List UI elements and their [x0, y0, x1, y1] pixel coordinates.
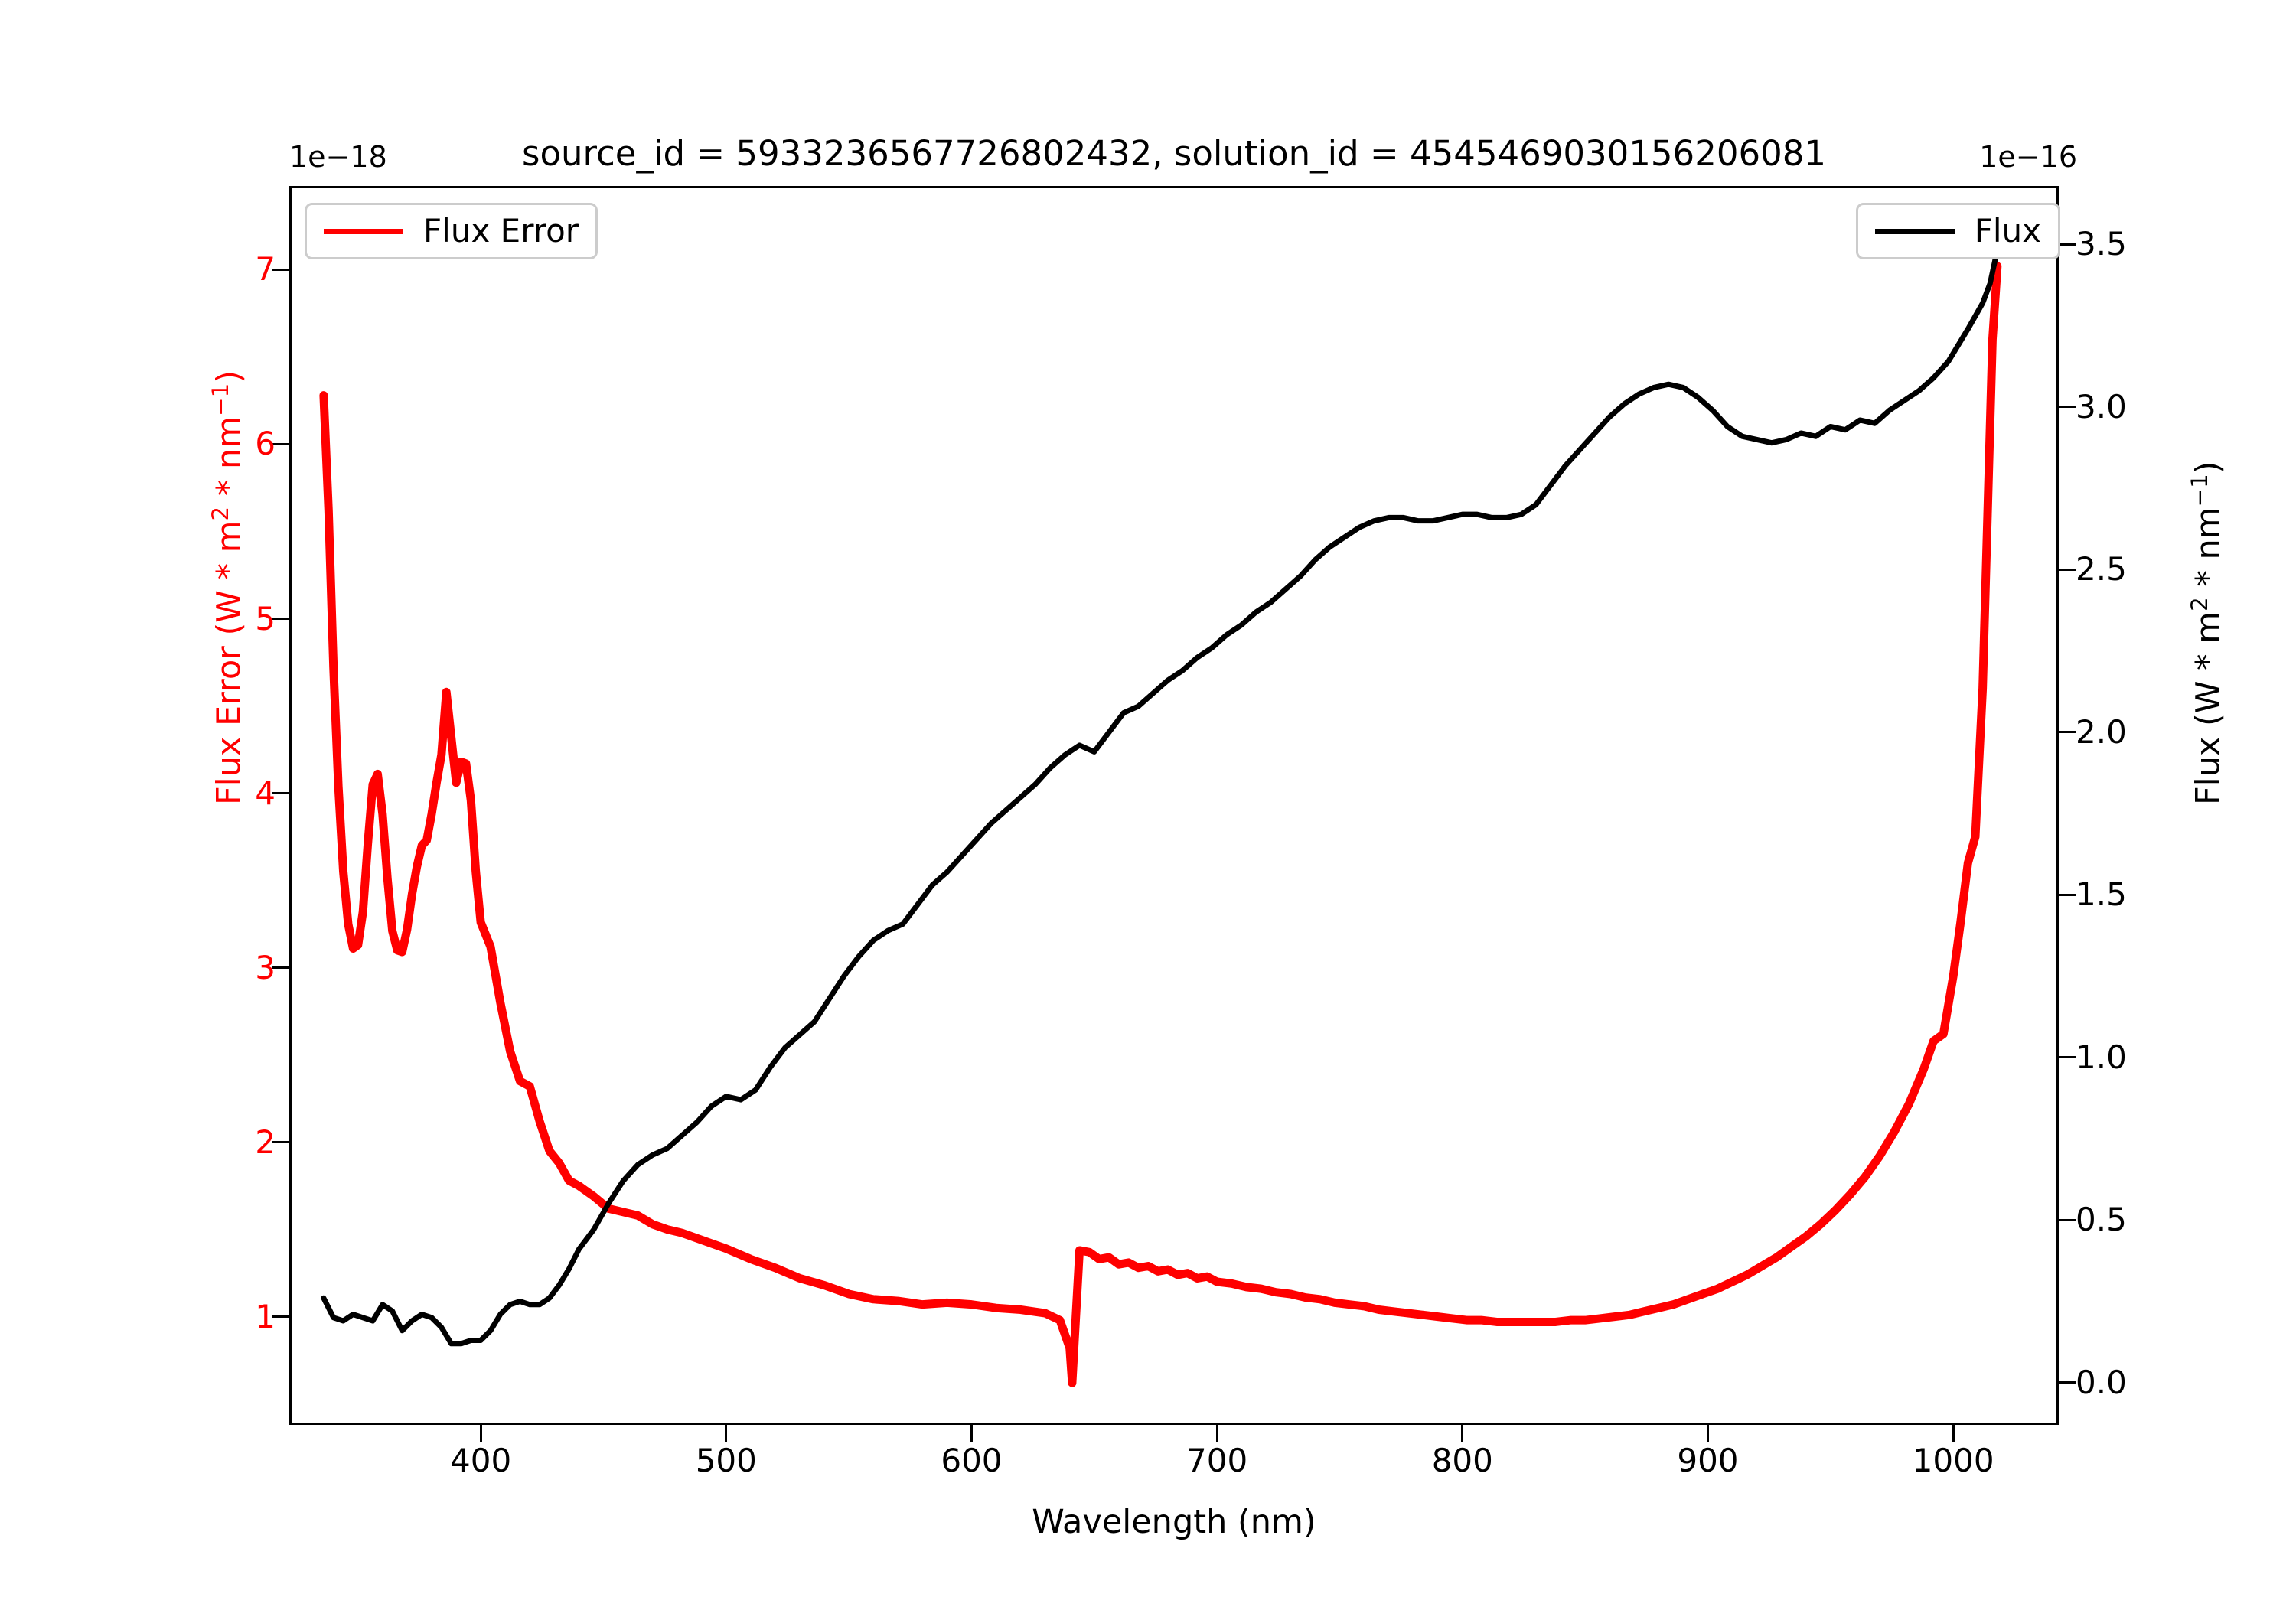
series-line-flux-error	[319, 262, 2002, 1387]
right-y-tick-mark-2.5	[2059, 568, 2076, 571]
left-y-tick-label-6: 6	[255, 425, 276, 463]
chart-title: source_id = 5933236567726802432, solutio…	[522, 133, 1826, 174]
plot-area	[289, 186, 2059, 1425]
right-y-tick-label-2.5: 2.5	[2076, 550, 2127, 588]
left-y-axis-label-end: )	[210, 370, 249, 383]
left-y-tick-mark-3	[272, 966, 289, 970]
x-tick-mark-1000	[1952, 1425, 1955, 1442]
right-axis-offset-text: 1e−16	[1979, 140, 2077, 174]
x-tick-label-400: 400	[450, 1442, 512, 1479]
left-y-tick-mark-2	[272, 1141, 289, 1144]
x-tick-mark-500	[725, 1425, 728, 1442]
right-y-axis-label-end: )	[2189, 461, 2228, 474]
x-tick-mark-800	[1461, 1425, 1464, 1442]
x-tick-label-1000: 1000	[1912, 1442, 1994, 1479]
right-y-axis-label-text: Flux (W * m	[2189, 611, 2228, 805]
left-y-tick-mark-7	[272, 268, 289, 271]
right-y-tick-label-3: 3.0	[2076, 387, 2127, 425]
legend-label-flux-error: Flux Error	[423, 212, 579, 249]
right-y-tick-mark-0.5	[2059, 1218, 2076, 1221]
left-y-tick-label-7: 7	[255, 250, 276, 288]
right-y-tick-mark-1	[2059, 1056, 2076, 1059]
right-y-tick-label-2: 2.0	[2076, 712, 2127, 751]
legend-label-flux: Flux	[1974, 212, 2041, 249]
right-y-tick-mark-0	[2059, 1381, 2076, 1384]
left-y-tick-label-3: 3	[255, 948, 276, 986]
left-y-tick-label-5: 5	[255, 599, 276, 637]
right-y-tick-label-3.5: 3.5	[2076, 225, 2127, 263]
legend-flux-error[interactable]: Flux Error	[305, 203, 598, 259]
right-y-tick-label-1.5: 1.5	[2076, 875, 2127, 914]
right-y-axis-label-mid: * nm	[2189, 507, 2228, 598]
x-tick-label-700: 700	[1186, 1442, 1248, 1479]
series-line-flux	[321, 241, 2001, 1347]
left-y-tick-mark-5	[272, 618, 289, 620]
x-tick-label-500: 500	[695, 1442, 757, 1479]
right-y-axis-label: Flux (W * m2 * nm−1)	[2187, 461, 2228, 805]
x-tick-label-900: 900	[1677, 1442, 1739, 1479]
left-y-tick-label-1: 1	[255, 1297, 276, 1335]
x-tick-mark-700	[1215, 1425, 1218, 1442]
legend-line-swatch-flux	[1874, 228, 1955, 234]
left-y-axis-label-text: Flux Error (W * m	[210, 520, 249, 805]
left-y-axis-label-mid: * nm	[210, 416, 249, 507]
x-tick-mark-600	[970, 1425, 973, 1442]
right-y-tick-mark-2	[2059, 731, 2076, 734]
x-tick-label-800: 800	[1431, 1442, 1493, 1479]
x-axis-label: Wavelength (nm)	[1032, 1503, 1316, 1541]
legend-line-swatch-flux-error	[324, 228, 403, 234]
left-y-tick-label-2: 2	[255, 1123, 276, 1161]
right-y-tick-label-0: 0.0	[2076, 1363, 2127, 1401]
right-y-tick-mark-3	[2059, 406, 2076, 409]
right-y-tick-label-1: 1.0	[2076, 1038, 2127, 1076]
left-y-axis-label-sup2: −1	[207, 383, 233, 416]
left-y-tick-mark-4	[272, 792, 289, 795]
left-y-tick-mark-1	[272, 1315, 289, 1319]
x-tick-mark-400	[479, 1425, 482, 1442]
x-tick-label-600: 600	[941, 1442, 1003, 1479]
right-y-axis-label-sup2: −1	[2187, 474, 2213, 507]
legend-flux[interactable]: Flux	[1855, 203, 2060, 259]
left-y-axis-label-sup1: 2	[207, 506, 233, 521]
x-tick-mark-900	[1706, 1425, 1709, 1442]
left-axis-offset-text: 1e−18	[289, 140, 387, 174]
right-y-tick-mark-3.5	[2059, 243, 2076, 246]
right-y-tick-label-0.5: 0.5	[2076, 1201, 2127, 1239]
left-y-axis-label: Flux Error (W * m2 * nm−1)	[207, 370, 249, 805]
right-y-tick-mark-1.5	[2059, 893, 2076, 896]
left-y-tick-mark-6	[272, 442, 289, 445]
right-y-axis-label-sup1: 2	[2187, 597, 2213, 611]
plot-canvas	[319, 241, 2002, 1387]
left-y-tick-label-4: 4	[255, 774, 276, 812]
